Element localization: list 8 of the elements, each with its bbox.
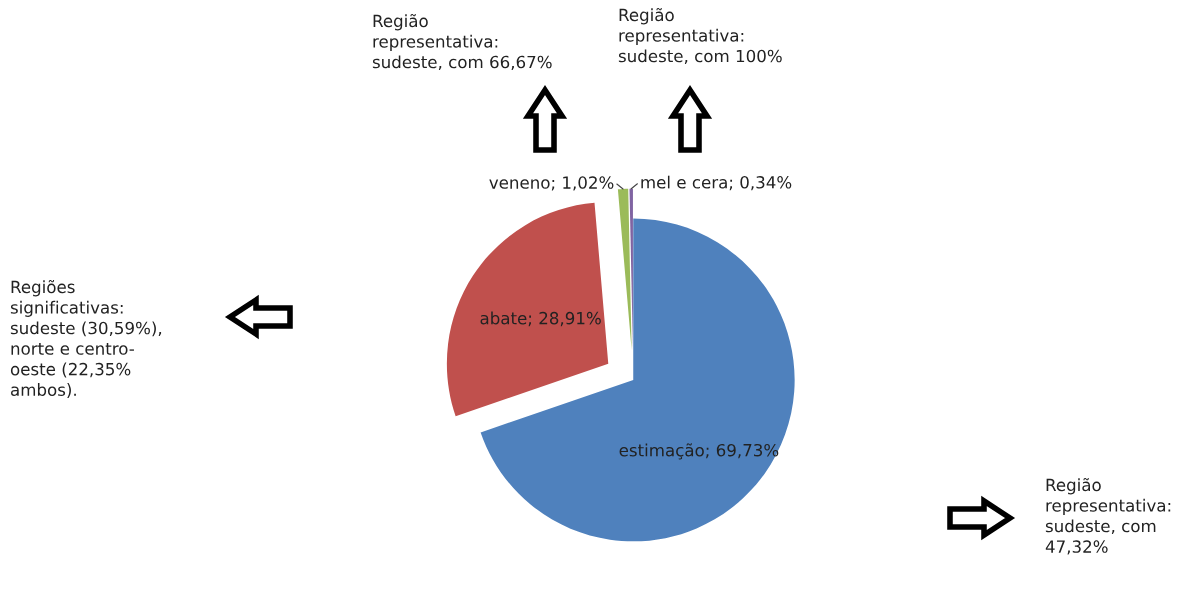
text: Regiões significativas: sudeste (30,59%), norte e centro- oeste (22,35% ambos).	[10, 280, 162, 398]
slice-label: abate; 28,91%	[480, 311, 601, 327]
text: Região representativa: sudeste, com 100%	[618, 8, 782, 65]
text: Região representativa: sudeste, com 47,32%	[1045, 478, 1171, 555]
slice-label: veneno; 1,02%	[489, 176, 614, 191]
slice-label: estimação; 69,73%	[619, 443, 779, 460]
text: Região representativa: sudeste, com 66,67%	[372, 14, 552, 71]
slice-label: mel e cera; 0,34%	[641, 175, 792, 191]
